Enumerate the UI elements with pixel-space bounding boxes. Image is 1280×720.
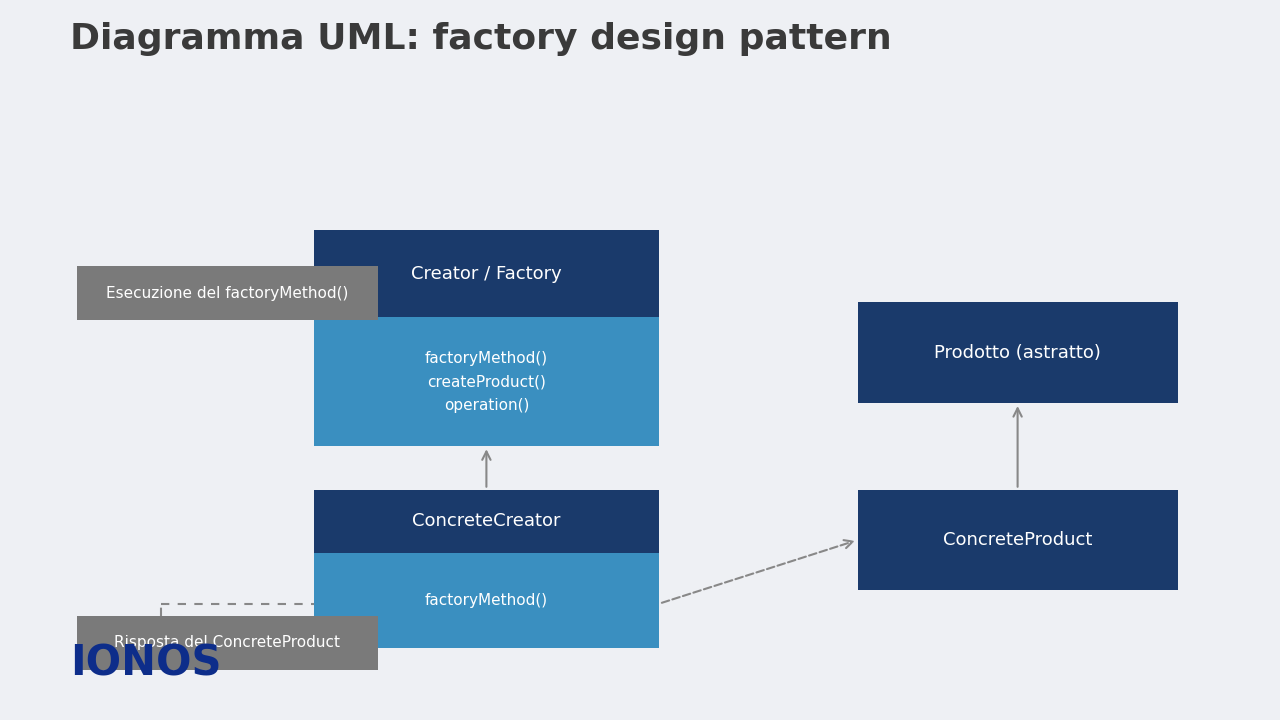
Text: Risposta del ConcreteProduct: Risposta del ConcreteProduct bbox=[114, 635, 340, 650]
Text: IONOS: IONOS bbox=[70, 642, 221, 684]
FancyBboxPatch shape bbox=[314, 317, 659, 446]
FancyBboxPatch shape bbox=[858, 302, 1178, 403]
FancyBboxPatch shape bbox=[858, 490, 1178, 590]
Text: Diagramma UML: factory design pattern: Diagramma UML: factory design pattern bbox=[70, 22, 892, 55]
Text: factoryMethod()
createProduct()
operation(): factoryMethod() createProduct() operatio… bbox=[425, 351, 548, 413]
Text: Prodotto (astratto): Prodotto (astratto) bbox=[934, 344, 1101, 362]
Text: Esecuzione del factoryMethod(): Esecuzione del factoryMethod() bbox=[106, 286, 348, 301]
FancyBboxPatch shape bbox=[314, 230, 659, 317]
Text: ConcreteProduct: ConcreteProduct bbox=[943, 531, 1092, 549]
Text: factoryMethod(): factoryMethod() bbox=[425, 593, 548, 608]
FancyBboxPatch shape bbox=[77, 266, 378, 320]
FancyBboxPatch shape bbox=[77, 616, 378, 670]
FancyBboxPatch shape bbox=[314, 490, 659, 553]
FancyBboxPatch shape bbox=[314, 553, 659, 648]
Text: Creator / Factory: Creator / Factory bbox=[411, 264, 562, 282]
Text: ConcreteCreator: ConcreteCreator bbox=[412, 513, 561, 530]
